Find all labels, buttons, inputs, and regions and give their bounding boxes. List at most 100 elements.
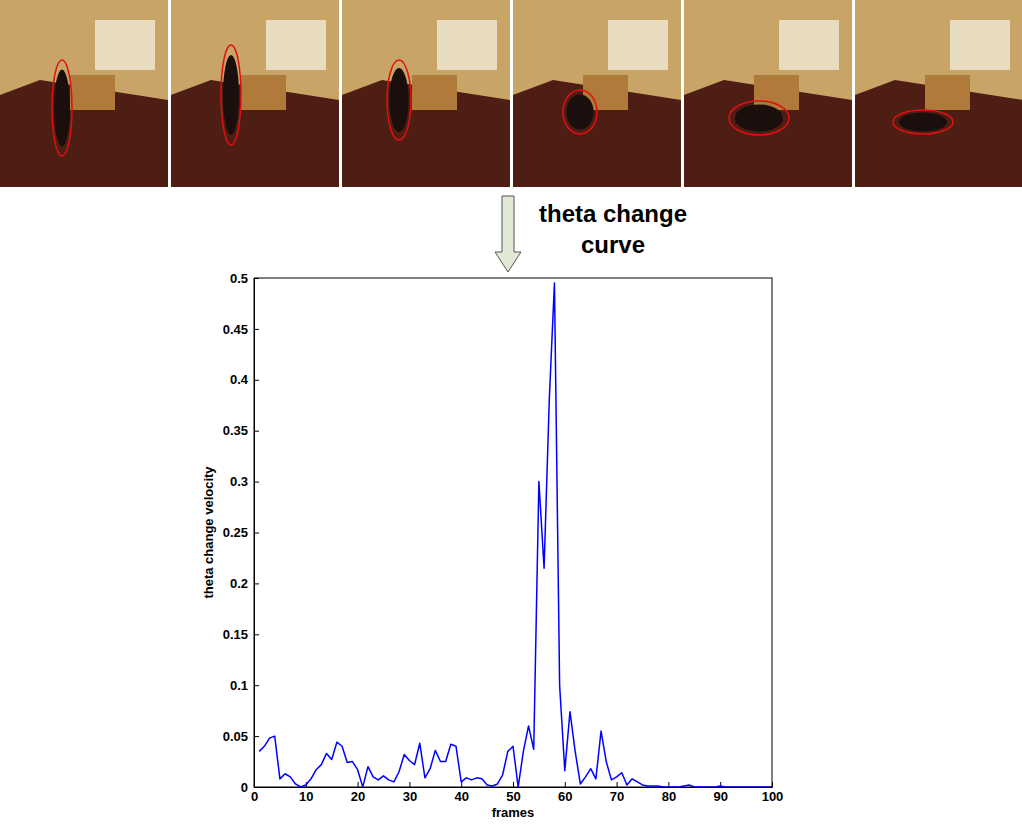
arrow xyxy=(495,196,521,272)
x-tick-label: 60 xyxy=(558,789,572,804)
x-tick-label: 40 xyxy=(454,789,468,804)
photo-person xyxy=(899,112,947,131)
x-tick: 30 xyxy=(403,782,417,804)
y-tick: 0.05 xyxy=(223,729,259,744)
y-axis-title: theta change velocity xyxy=(201,466,216,599)
y-tick-label: 0.25 xyxy=(223,525,248,540)
x-tick-label: 80 xyxy=(662,789,676,804)
photo-wall xyxy=(684,0,852,187)
x-tick: 80 xyxy=(662,782,676,804)
photo-desk xyxy=(925,75,970,110)
y-tick: 0.2 xyxy=(230,576,259,591)
y-tick: 0.45 xyxy=(223,322,259,337)
photo-person xyxy=(389,68,408,132)
photo-panel xyxy=(684,0,852,187)
y-tick: 0.35 xyxy=(223,423,259,438)
y-tick: 0.4 xyxy=(230,372,259,387)
photo-panel xyxy=(855,0,1022,187)
x-tick-mark xyxy=(617,782,618,787)
x-tick-label: 0 xyxy=(251,789,258,804)
plot-area xyxy=(259,283,772,787)
photo-ellipse xyxy=(221,45,241,145)
y-tick-mark xyxy=(254,380,259,381)
y-tick-label: 0.2 xyxy=(230,576,248,591)
y-tick: 0 xyxy=(241,780,259,795)
y-tick-label: 0.3 xyxy=(230,474,248,489)
photo-desk xyxy=(241,75,286,110)
photo-board xyxy=(437,20,497,70)
photo-person xyxy=(223,55,239,135)
photo-desk xyxy=(412,75,457,110)
y-tick-label: 0.05 xyxy=(223,729,248,744)
photo-wall xyxy=(342,0,510,187)
photo-desk xyxy=(70,75,115,110)
y-tick-mark xyxy=(254,583,259,584)
plot-frame xyxy=(254,278,772,787)
annotation: theta changecurve xyxy=(539,200,687,258)
y-axis: 0 0.05 0.1 0.15 0.2 0.25 0.3 0.35 0.4 0.45 0.5 xyxy=(223,271,259,795)
y-tick-mark xyxy=(254,329,259,330)
y-tick-label: 0.35 xyxy=(223,423,248,438)
y-tick-label: 0.1 xyxy=(230,678,248,693)
photo-ellipse xyxy=(387,60,411,140)
photo-strip xyxy=(0,0,1022,187)
y-tick-mark xyxy=(254,787,259,788)
photo-person xyxy=(54,70,70,147)
x-tick: 60 xyxy=(558,782,572,804)
x-tick-label: 90 xyxy=(713,789,727,804)
x-tick-label: 70 xyxy=(610,789,624,804)
x-tick-mark xyxy=(461,782,462,787)
x-tick-mark xyxy=(513,782,514,787)
photo-person xyxy=(735,104,783,131)
photo-ellipse xyxy=(52,60,72,156)
photo-panel xyxy=(171,0,339,187)
x-axis-title: frames xyxy=(492,805,535,820)
photo-person xyxy=(566,94,593,129)
x-axis: 0102030405060708090100 xyxy=(251,782,783,804)
photo-wall xyxy=(855,0,1022,187)
y-tick: 0.1 xyxy=(230,678,259,693)
x-tick: 100 xyxy=(762,782,784,804)
photo-ellipse xyxy=(893,110,953,134)
y-tick-mark xyxy=(254,431,259,432)
y-tick-mark xyxy=(254,482,259,483)
y-tick-mark xyxy=(254,278,259,279)
photo-panel xyxy=(0,0,168,187)
y-tick-mark xyxy=(254,634,259,635)
y-tick-label: 0.15 xyxy=(223,627,248,642)
photo-board xyxy=(95,20,155,70)
photo-ellipse xyxy=(729,101,789,135)
x-tick-label: 100 xyxy=(762,789,784,804)
canvas: theta changecurve01020304050607080901000… xyxy=(0,0,1022,830)
photo-panel xyxy=(342,0,510,187)
photo-ellipse xyxy=(563,90,597,134)
x-tick-label: 50 xyxy=(506,789,520,804)
y-tick: 0.25 xyxy=(223,525,259,540)
photo-board xyxy=(608,20,668,70)
x-tick-mark xyxy=(409,782,410,787)
y-tick-label: 0.5 xyxy=(230,271,248,286)
theta-line xyxy=(259,283,772,787)
y-tick-mark xyxy=(254,533,259,534)
x-tick-mark xyxy=(772,782,773,787)
y-tick: 0.15 xyxy=(223,627,259,642)
photo-panel xyxy=(513,0,681,187)
y-tick-label: 0.45 xyxy=(223,322,248,337)
y-tick-label: 0 xyxy=(241,780,248,795)
x-tick: 40 xyxy=(454,782,468,804)
photo-board xyxy=(266,20,326,70)
x-axis-line xyxy=(255,787,773,788)
photo-board xyxy=(950,20,1010,70)
x-tick-label: 30 xyxy=(403,789,417,804)
photo-board xyxy=(779,20,839,70)
y-tick-mark xyxy=(254,685,259,686)
x-tick-mark xyxy=(565,782,566,787)
x-tick: 70 xyxy=(610,782,624,804)
y-tick-mark xyxy=(254,736,259,737)
x-tick-label: 20 xyxy=(351,789,365,804)
photo-wall xyxy=(0,0,168,187)
photo-wall xyxy=(171,0,339,187)
y-tick: 0.3 xyxy=(230,474,259,489)
photo-wall xyxy=(513,0,681,187)
x-tick-mark xyxy=(358,782,359,787)
